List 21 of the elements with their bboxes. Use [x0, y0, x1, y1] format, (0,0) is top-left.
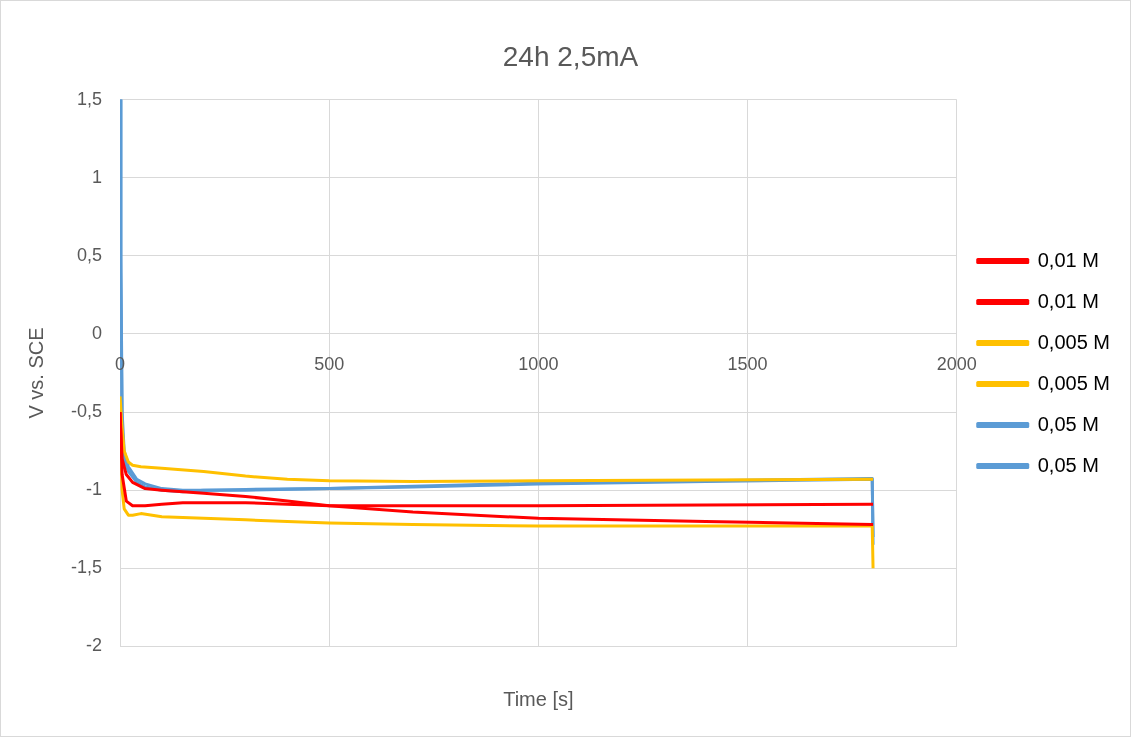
legend-label: 0,05 M	[1037, 412, 1099, 435]
chart-title: 24h 2,5mA	[502, 40, 639, 72]
y-tick-label: -1	[86, 479, 103, 500]
legend-label: 0,05 M	[1037, 453, 1099, 476]
y-tick-label: -0,5	[70, 401, 103, 422]
x-tick-label: 1500	[727, 353, 768, 374]
legend-label: 0,01 M	[1037, 248, 1099, 271]
y-tick-label: -2	[86, 635, 103, 656]
x-axis-title: Time [s]	[503, 687, 574, 710]
x-tick-label: 500	[314, 353, 345, 374]
y-tick-label: -1,5	[70, 557, 103, 578]
y-tick-label: 0	[92, 322, 103, 343]
y-tick-label: 1	[92, 166, 103, 187]
y-axis-title: V vs. SCE	[24, 327, 47, 419]
y-tick-label: 0,5	[76, 244, 103, 265]
legend-label: 0,005 M	[1037, 371, 1110, 394]
legend-label: 0,01 M	[1037, 289, 1099, 312]
legend-label: 0,005 M	[1037, 330, 1110, 353]
y-tick-label: 1,5	[76, 88, 103, 109]
x-tick-label: 1000	[518, 353, 559, 374]
x-tick-label: 2000	[936, 353, 977, 374]
